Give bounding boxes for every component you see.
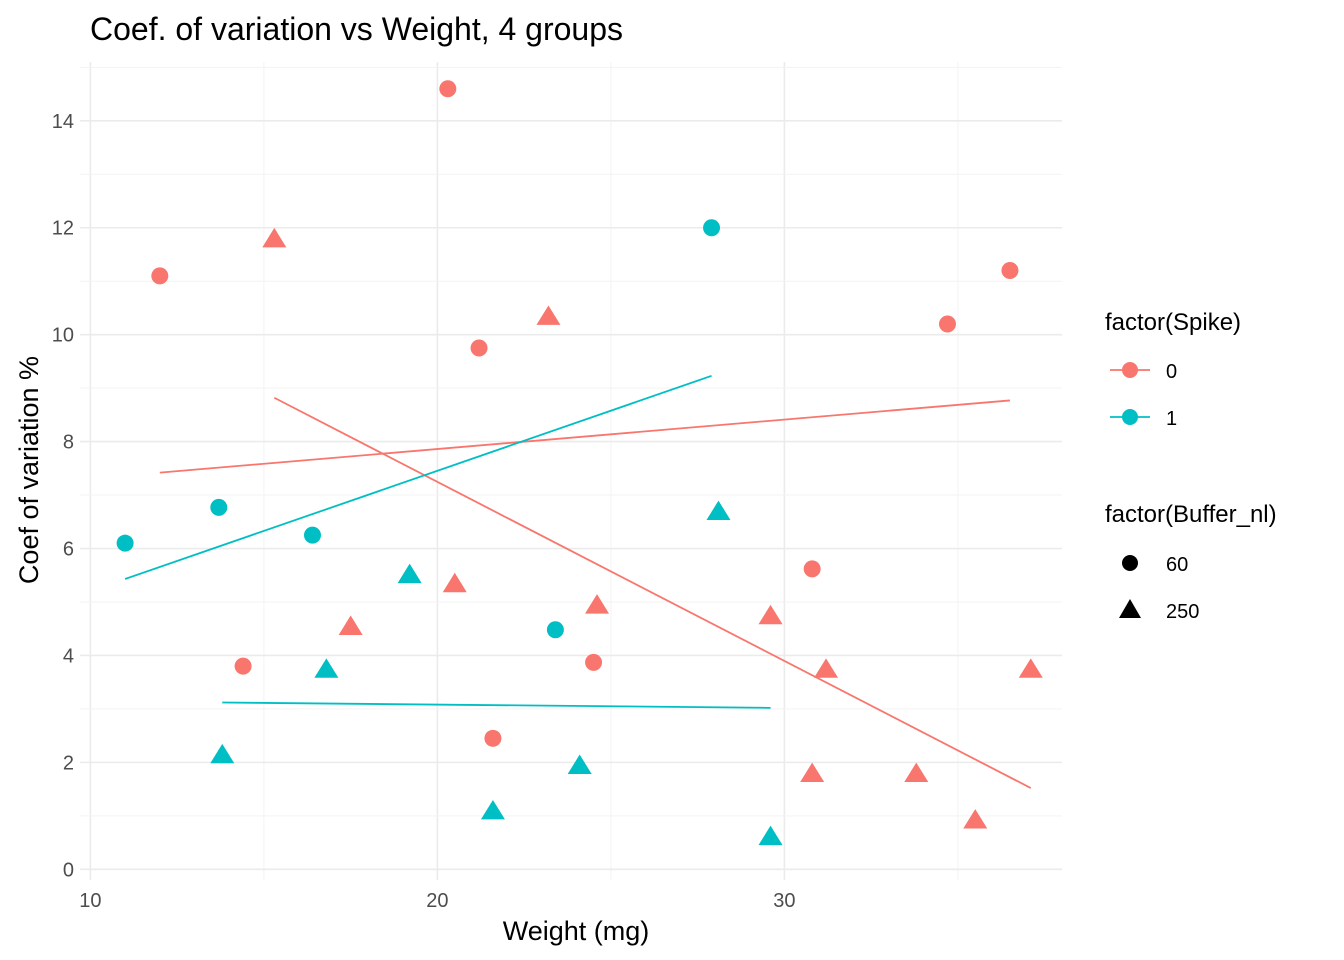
- data-point-triangle: [262, 227, 287, 248]
- data-point-triangle: [963, 809, 988, 829]
- data-point-triangle: [338, 615, 363, 635]
- data-point-circle: [210, 498, 228, 516]
- y-axis-title: Coef of variation %: [14, 356, 44, 584]
- y-tick-label: 8: [63, 432, 74, 454]
- legend-spike-0-marker: [1122, 362, 1138, 378]
- data-point-circle: [116, 534, 134, 552]
- data-point-circle: [1001, 262, 1019, 280]
- legend-buffer-60-label: 60: [1166, 554, 1188, 576]
- legend-buffer-250-label: 250: [1166, 601, 1199, 623]
- legend-spike-0-label: 0: [1166, 361, 1177, 383]
- data-point-triangle: [1018, 658, 1043, 678]
- y-tick-label: 6: [63, 539, 74, 561]
- data-point-triangle: [567, 754, 592, 774]
- data-point-circle: [938, 315, 956, 333]
- data-point-triangle: [397, 563, 422, 584]
- data-point-triangle: [536, 305, 561, 325]
- data-point-circle: [484, 729, 502, 747]
- x-tick-label: 10: [79, 890, 101, 912]
- data-point-triangle: [800, 762, 825, 782]
- data-points: [116, 80, 1043, 846]
- grid: [80, 62, 1062, 880]
- data-point-triangle: [814, 658, 839, 678]
- legend-spike-1-label: 1: [1166, 408, 1177, 430]
- x-tick-label: 30: [773, 890, 795, 912]
- legend-spike: factor(Spike) 0 1: [1105, 309, 1241, 430]
- y-tick-label: 10: [52, 325, 74, 347]
- y-tick-label: 0: [63, 859, 74, 881]
- data-point-circle: [151, 267, 169, 285]
- chart-title: Coef. of variation vs Weight, 4 groups: [90, 11, 623, 47]
- x-axis-ticks: 10 20 30: [79, 890, 795, 912]
- y-tick-label: 2: [63, 752, 74, 774]
- data-point-triangle: [442, 572, 467, 593]
- fit-line-spike-1-buffer-250: [222, 701, 771, 709]
- data-point-triangle: [706, 500, 731, 521]
- y-tick-label: 4: [63, 645, 74, 667]
- data-point-circle: [546, 621, 564, 639]
- data-point-triangle: [210, 743, 235, 764]
- x-axis-title: Weight (mg): [503, 916, 650, 946]
- fit-line-spike-0-buffer-60: [159, 399, 1011, 474]
- legend-spike-title: factor(Spike): [1105, 309, 1241, 336]
- y-tick-label: 12: [52, 218, 74, 240]
- y-axis-ticks: 0 2 4 6 8 10 12 14: [52, 111, 74, 881]
- legend-buffer-title: factor(Buffer_nl): [1105, 501, 1277, 528]
- data-point-triangle: [904, 762, 929, 782]
- data-point-circle: [803, 560, 821, 578]
- fit-line-spike-1-buffer-60: [124, 374, 712, 580]
- data-point-circle: [470, 339, 488, 357]
- legend-buffer: factor(Buffer_nl) 60 250: [1105, 501, 1277, 623]
- data-point-circle: [703, 219, 721, 237]
- data-point-circle: [585, 653, 603, 671]
- data-point-circle: [303, 526, 321, 544]
- x-tick-label: 20: [426, 890, 448, 912]
- legend-buffer-60-marker: [1122, 555, 1138, 571]
- fit-line-spike-0-buffer-250: [273, 396, 1032, 789]
- data-point-triangle: [314, 658, 339, 678]
- fit-lines: [124, 374, 1032, 789]
- data-point-triangle: [585, 594, 610, 614]
- data-point-circle: [234, 657, 252, 675]
- data-point-circle: [439, 80, 457, 98]
- legend-spike-1-marker: [1122, 409, 1138, 425]
- data-point-triangle: [758, 825, 783, 846]
- legend-buffer-250-marker: [1119, 599, 1141, 618]
- data-point-triangle: [758, 604, 783, 625]
- data-point-triangle: [480, 799, 505, 820]
- y-tick-label: 14: [52, 111, 74, 133]
